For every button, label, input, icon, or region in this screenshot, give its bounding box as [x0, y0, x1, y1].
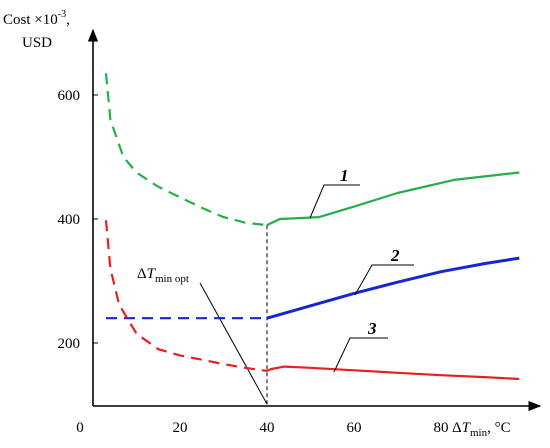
- optimum-annotation: ΔTmin opt: [137, 266, 189, 285]
- y-tick-label: 200: [58, 336, 81, 352]
- optimum-leader-line: [199, 282, 268, 405]
- series-1-solid-line: [266, 171, 520, 227]
- callout-3-leader: [333, 337, 388, 373]
- y-tick-label: 400: [58, 212, 81, 228]
- series-layer: [104, 73, 520, 381]
- x-tick-label: 60: [347, 420, 362, 436]
- y-tick-label: 600: [58, 88, 81, 104]
- y-axis-title-line1: Cost ×10-3,: [3, 9, 70, 28]
- callouts: 1 2 3: [309, 166, 414, 373]
- callout-1-leader: [309, 184, 360, 219]
- y-ticks: 200 400 600: [58, 88, 98, 352]
- x-tick-label: 20: [173, 420, 188, 436]
- callout-2-leader: [354, 264, 414, 296]
- series-3-solid-line: [266, 365, 520, 381]
- x-axis-title: ΔTmin, °C: [452, 420, 511, 439]
- series-1-dashed-line: [104, 73, 268, 227]
- x-tick-label: 40: [260, 420, 275, 436]
- callout-2-label: 2: [390, 246, 400, 265]
- callout-3-label: 3: [367, 319, 377, 338]
- callout-1-label: 1: [340, 166, 349, 185]
- x-ticks: 0 20 40 60 80: [76, 420, 448, 436]
- y-axis-title-line2: USD: [22, 35, 52, 51]
- x-tick-label: 0: [76, 420, 84, 436]
- x-tick-label: 80: [434, 420, 449, 436]
- series-2-solid-line: [266, 256, 520, 320]
- series-3-dashed-line: [104, 220, 268, 372]
